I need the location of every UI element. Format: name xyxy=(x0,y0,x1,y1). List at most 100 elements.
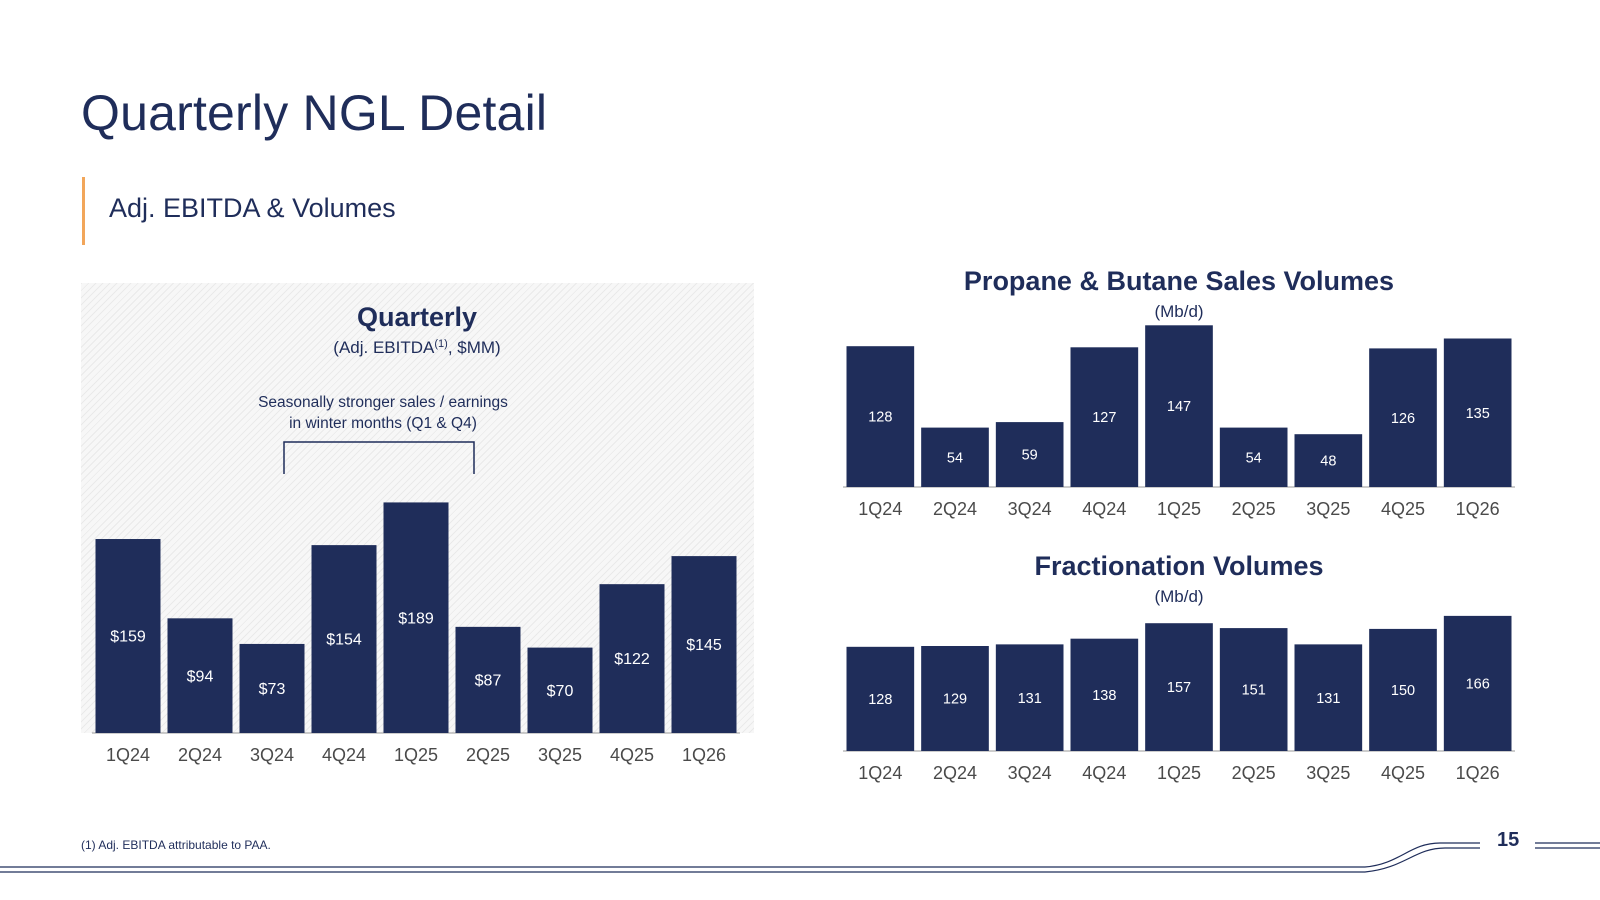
propane-bar-3Q25 xyxy=(1294,434,1363,487)
fractionation-data-label: 131 xyxy=(1316,691,1340,707)
fractionation-chart-title: Fractionation Volumes xyxy=(1034,551,1323,581)
ebitda-tick-label: 3Q24 xyxy=(250,745,294,765)
fractionation-data-label: 131 xyxy=(1018,691,1042,707)
fractionation-data-label: 166 xyxy=(1466,677,1490,693)
fractionation-data-label: 157 xyxy=(1167,680,1191,696)
fractionation-tick-label: 3Q25 xyxy=(1306,763,1350,783)
fractionation-data-label: 128 xyxy=(868,692,892,708)
ebitda-data-label: $94 xyxy=(187,668,214,685)
fractionation-tick-label: 1Q26 xyxy=(1456,763,1500,783)
fractionation-tick-label: 4Q25 xyxy=(1381,763,1425,783)
propane-tick-label: 3Q24 xyxy=(1008,499,1052,519)
propane-chart-unit: (Mb/d) xyxy=(1154,302,1203,321)
ebitda-data-label: $145 xyxy=(686,637,722,654)
ebitda-annotation-bracket xyxy=(283,441,475,474)
page-title: Quarterly NGL Detail xyxy=(81,85,548,141)
footer-swoosh-2 xyxy=(1364,847,1480,873)
propane-data-label: 59 xyxy=(1022,448,1038,464)
propane-bar-1Q26 xyxy=(1443,338,1512,487)
ebitda-subtitle-footnote-mark: (1) xyxy=(434,338,447,350)
ebitda-annotation-line-2: in winter months (Q1 & Q4) xyxy=(289,415,477,432)
fractionation-tick-label: 2Q24 xyxy=(933,763,977,783)
propane-bar-4Q25 xyxy=(1369,348,1437,487)
propane-tick-label: 1Q25 xyxy=(1157,499,1201,519)
ebitda-bar-1Q26 xyxy=(671,556,737,733)
section-subtitle: Adj. EBITDA & Volumes xyxy=(109,193,396,223)
ebitda-data-label: $154 xyxy=(326,632,362,649)
propane-tick-label: 2Q25 xyxy=(1232,499,1276,519)
ebitda-tick-label: 2Q24 xyxy=(178,745,222,765)
fractionation-bar-2Q25 xyxy=(1219,628,1288,751)
propane-tick-label: 3Q25 xyxy=(1306,499,1350,519)
propane-data-label: 135 xyxy=(1466,406,1490,422)
footer-swoosh xyxy=(1364,842,1480,868)
ebitda-data-label: $87 xyxy=(475,673,502,690)
propane-bar-2Q24 xyxy=(921,427,989,487)
propane-bar-4Q24 xyxy=(1070,347,1139,487)
fractionation-bar-4Q25 xyxy=(1369,628,1437,751)
ebitda-chart-subtitle: (Adj. EBITDA(1), $MM) xyxy=(333,338,500,357)
ebitda-bar-2Q25 xyxy=(455,626,521,733)
propane-data-label: 54 xyxy=(1246,450,1262,466)
propane-data-label: 54 xyxy=(947,450,963,466)
ebitda-bar-1Q24 xyxy=(95,539,161,733)
fractionation-tick-label: 2Q25 xyxy=(1232,763,1276,783)
propane-tick-label: 1Q24 xyxy=(858,499,902,519)
ebitda-bar-2Q24 xyxy=(167,618,233,733)
ebitda-bar-1Q25 xyxy=(383,502,449,733)
page-number: 15 xyxy=(1497,829,1520,851)
ebitda-subtitle-suffix: , $MM) xyxy=(448,338,501,357)
ebitda-tick-label: 1Q26 xyxy=(682,745,726,765)
ebitda-tick-label: 3Q25 xyxy=(538,745,582,765)
ebitda-subtitle-prefix: (Adj. EBITDA xyxy=(333,338,435,357)
ebitda-data-label: $70 xyxy=(547,683,574,700)
fractionation-tick-label: 3Q24 xyxy=(1008,763,1052,783)
propane-tick-label: 2Q24 xyxy=(933,499,977,519)
ebitda-tick-label: 1Q24 xyxy=(106,745,150,765)
fractionation-chart-unit: (Mb/d) xyxy=(1154,587,1203,606)
ebitda-bar-3Q25 xyxy=(527,647,593,733)
fractionation-bar-1Q26 xyxy=(1443,615,1512,751)
ebitda-data-label: $73 xyxy=(259,681,286,698)
fractionation-data-label: 150 xyxy=(1391,683,1415,699)
ebitda-data-label: $189 xyxy=(398,610,434,627)
footnote: (1) Adj. EBITDA attributable to PAA. xyxy=(81,838,271,852)
ebitda-data-label: $122 xyxy=(614,651,650,668)
propane-data-label: 126 xyxy=(1391,411,1415,427)
ebitda-tick-label: 4Q25 xyxy=(610,745,654,765)
ebitda-tick-label: 1Q25 xyxy=(394,745,438,765)
ebitda-bar-3Q24 xyxy=(239,643,305,733)
ebitda-bar-4Q24 xyxy=(311,545,377,733)
fractionation-data-label: 151 xyxy=(1242,683,1266,699)
ebitda-tick-label: 4Q24 xyxy=(322,745,366,765)
fractionation-tick-label: 4Q24 xyxy=(1082,763,1126,783)
fractionation-bar-3Q24 xyxy=(995,644,1064,751)
propane-chart-title: Propane & Butane Sales Volumes xyxy=(964,266,1394,296)
fractionation-bar-3Q25 xyxy=(1294,644,1363,751)
propane-tick-label: 4Q24 xyxy=(1082,499,1126,519)
propane-data-label: 48 xyxy=(1320,454,1336,470)
subtitle-accent-bar xyxy=(82,177,85,245)
ebitda-bar-4Q25 xyxy=(599,584,665,733)
propane-bar-3Q24 xyxy=(995,422,1064,487)
propane-bar-1Q25 xyxy=(1145,325,1213,487)
ebitda-data-label: $159 xyxy=(110,629,146,646)
propane-tick-label: 1Q26 xyxy=(1456,499,1500,519)
fractionation-tick-label: 1Q24 xyxy=(858,763,902,783)
propane-bar-2Q25 xyxy=(1219,427,1288,487)
fractionation-bar-4Q24 xyxy=(1070,638,1139,751)
ebitda-tick-label: 2Q25 xyxy=(466,745,510,765)
propane-data-label: 147 xyxy=(1167,399,1191,415)
fractionation-bar-1Q25 xyxy=(1145,623,1213,751)
propane-tick-label: 4Q25 xyxy=(1381,499,1425,519)
fractionation-bar-1Q24 xyxy=(846,646,915,751)
propane-data-label: 128 xyxy=(868,410,892,426)
fractionation-bar-2Q24 xyxy=(921,646,989,751)
fractionation-tick-label: 1Q25 xyxy=(1157,763,1201,783)
ebitda-annotation-line-1: Seasonally stronger sales / earnings xyxy=(258,394,508,411)
fractionation-data-label: 129 xyxy=(943,692,967,708)
propane-bar-1Q24 xyxy=(846,346,915,487)
propane-data-label: 127 xyxy=(1092,410,1116,426)
